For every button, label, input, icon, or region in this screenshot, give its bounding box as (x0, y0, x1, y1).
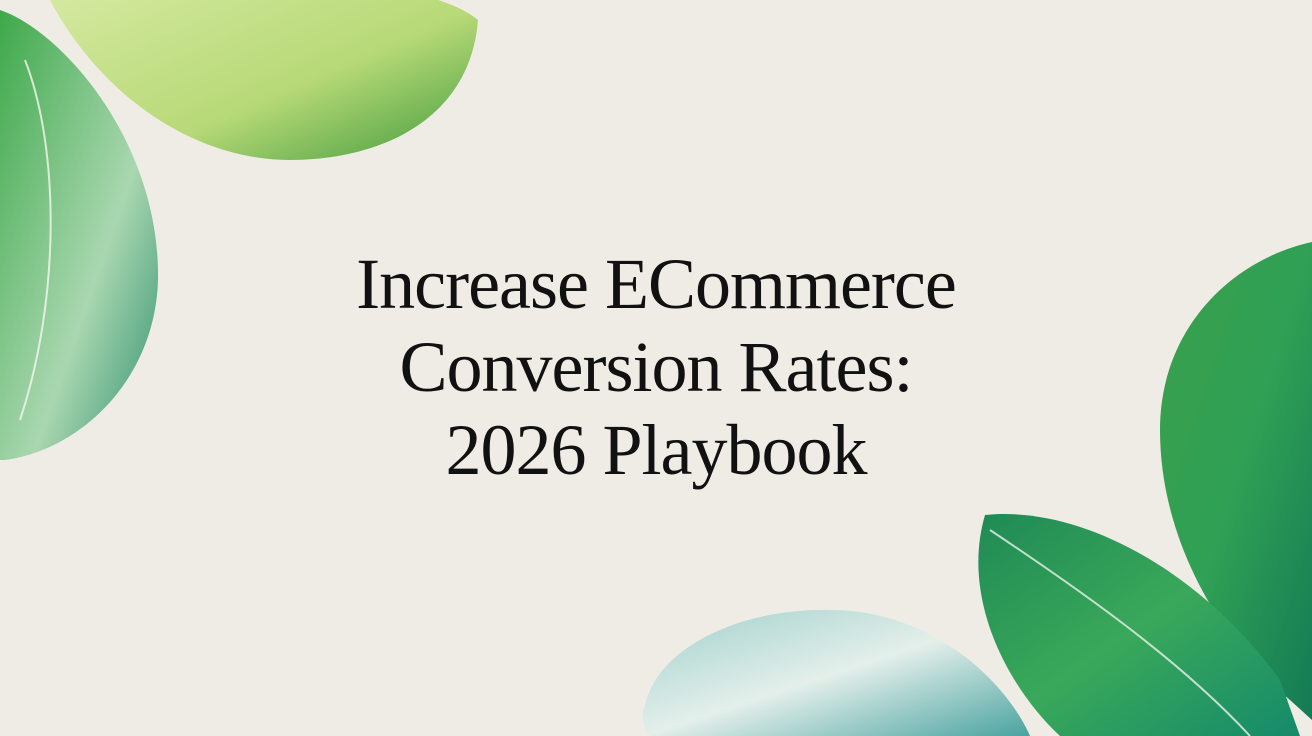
leaf-left (0, 10, 159, 460)
page-title: Increase ECommerce Conversion Rates: 202… (0, 243, 1312, 492)
leaf-bottom-center (642, 609, 1030, 736)
leaf-bottom-right (978, 513, 1300, 736)
title-line: 2026 Playbook (445, 410, 867, 490)
title-line: Increase ECommerce (356, 244, 957, 324)
leaf-top-left (49, 0, 478, 160)
leaf-right (1160, 242, 1312, 720)
title-line: Conversion Rates: (399, 327, 914, 407)
